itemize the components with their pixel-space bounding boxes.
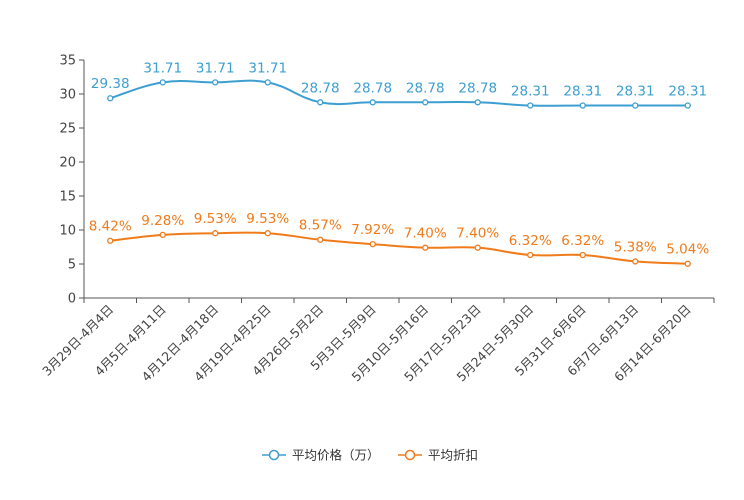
price-point <box>107 95 114 102</box>
y-tick-label: 25 <box>59 122 76 137</box>
discount-point <box>632 258 639 265</box>
discount-data-label: 5.04% <box>666 242 709 258</box>
discount-data-label: 9.28% <box>141 213 184 229</box>
discount-data-label: 5.38% <box>614 239 657 255</box>
discount-point <box>317 236 324 243</box>
discount-series-line <box>110 231 688 265</box>
legend-item-discount[interactable]: 平均折扣 <box>398 448 478 463</box>
y-tick-label: 20 <box>59 156 76 171</box>
price-data-label: 28.31 <box>563 83 602 99</box>
discount-point <box>422 244 429 251</box>
discount-data-label: 9.53% <box>194 211 237 227</box>
price-series-line <box>109 79 688 107</box>
legend-price-label: 平均价格（万） <box>292 448 380 463</box>
y-tick-label: 30 <box>59 88 76 103</box>
discount-point <box>212 230 219 237</box>
price-data-label: 28.78 <box>301 80 340 96</box>
price-point <box>474 99 481 106</box>
discount-data-label: 6.32% <box>509 233 552 249</box>
price-point <box>264 79 271 86</box>
price-data-label: 29.38 <box>91 76 130 92</box>
discount-data-label: 7.92% <box>351 222 394 238</box>
price-data-label: 31.71 <box>196 60 235 76</box>
price-point <box>422 99 429 106</box>
price-data-label: 28.78 <box>458 80 497 96</box>
price-data-label: 31.71 <box>143 60 182 76</box>
price-data-label: 28.78 <box>406 80 445 96</box>
discount-data-label: 9.53% <box>246 211 289 227</box>
y-tick-label: 10 <box>59 224 76 239</box>
data-labels: 29.38 31.71 31.71 31.71 28.78 28.78 28.78 28.78… <box>89 60 710 257</box>
legend: 平均价格（万） 平均折扣 <box>262 448 478 463</box>
y-tick-label: 35 <box>59 54 76 69</box>
legend-item-price[interactable]: 平均价格（万） <box>262 448 380 463</box>
price-point <box>527 102 534 109</box>
y-tick-label: 0 <box>68 292 76 307</box>
price-data-label: 28.31 <box>668 83 707 99</box>
discount-data-label: 7.40% <box>456 226 499 242</box>
discount-data-label: 8.57% <box>299 218 342 234</box>
discount-point <box>107 237 114 244</box>
discount-point <box>159 231 166 239</box>
y-axis-ticks: 0 5 10 15 20 25 30 35 <box>59 54 84 307</box>
series-group <box>107 79 691 267</box>
price-data-label: 31.71 <box>248 60 287 76</box>
discount-point <box>579 251 586 259</box>
y-tick-label: 15 <box>59 190 76 205</box>
discount-point <box>264 230 271 237</box>
discount-point <box>369 240 376 248</box>
y-tick-label: 5 <box>68 258 76 273</box>
discount-point <box>527 251 534 259</box>
price-data-label: 28.31 <box>511 83 550 99</box>
price-point <box>632 102 639 109</box>
price-point <box>579 102 586 109</box>
price-point <box>212 79 219 86</box>
price-data-label: 28.78 <box>353 80 392 96</box>
price-data-label: 28.31 <box>616 83 655 99</box>
discount-data-label: 7.40% <box>404 226 447 242</box>
discount-point <box>684 260 691 267</box>
price-point <box>369 99 376 106</box>
x-axis-ticks: 3月29日-4月4日4月5日-4月11日4月12日-4月18日4月19日-4月2… <box>39 298 715 384</box>
legend-discount-label: 平均折扣 <box>428 448 478 463</box>
discount-data-label: 6.32% <box>561 233 604 249</box>
discount-point <box>474 244 481 251</box>
legend-price-marker-icon <box>268 449 280 461</box>
price-point <box>159 79 166 86</box>
legend-discount-marker-icon <box>404 449 416 461</box>
price-point <box>317 99 324 106</box>
price-point <box>684 102 691 109</box>
discount-data-label: 8.42% <box>89 219 132 235</box>
